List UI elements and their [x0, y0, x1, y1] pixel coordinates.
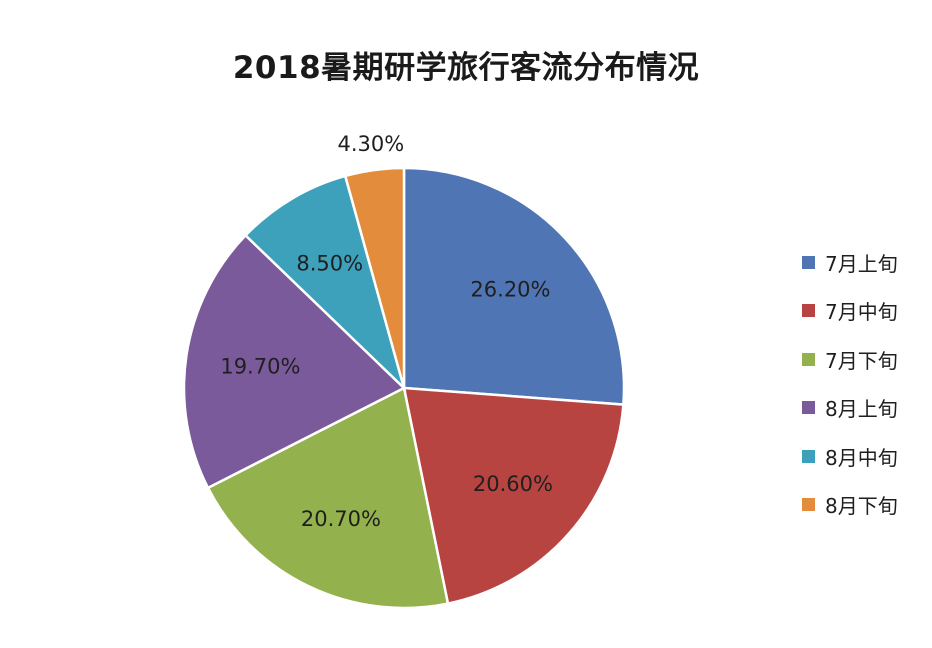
legend-item-1: 7月上旬: [802, 238, 898, 287]
legend-swatch: [802, 498, 815, 512]
legend-label: 7月下旬: [825, 348, 898, 373]
chart-legend: 7月上旬 7月中旬 7月下旬 8月上旬 8月中旬 8月下旬: [802, 238, 898, 529]
pie-slice-5: [243, 174, 407, 393]
pie-slice-4: [182, 233, 407, 490]
legend-label: 7月中旬: [825, 300, 898, 325]
slice-data-label-2: 20.60%: [473, 472, 553, 496]
legend-swatch: [802, 449, 815, 463]
legend-swatch: [802, 401, 815, 415]
pie-slice-1: [402, 166, 626, 406]
slice-data-label-1: 26.20%: [470, 277, 550, 301]
pie-slice-3: [206, 386, 450, 610]
legend-item-3: 7月下旬: [802, 335, 898, 384]
chart-title: 2018暑期研学旅行客流分布情况: [232, 50, 700, 86]
legend-swatch: [802, 304, 815, 318]
slice-data-label-4: 19.70%: [220, 355, 300, 379]
legend-item-4: 8月上旬: [802, 384, 898, 433]
legend-item-2: 7月中旬: [802, 287, 898, 336]
legend-label: 8月下旬: [825, 494, 898, 519]
legend-label: 8月中旬: [825, 445, 898, 470]
legend-label: 7月上旬: [825, 251, 898, 276]
slice-data-label-3: 20.70%: [301, 507, 381, 531]
legend-item-6: 8月下旬: [802, 481, 898, 530]
slice-data-label-5: 8.50%: [296, 251, 363, 275]
legend-swatch: [802, 255, 815, 269]
legend-item-5: 8月中旬: [802, 432, 898, 481]
pie-slice-6: [343, 166, 406, 389]
legend-label: 8月上旬: [825, 397, 898, 422]
slice-data-label-6: 4.30%: [338, 132, 405, 156]
legend-swatch: [802, 352, 815, 366]
pie-slice-2: [402, 386, 625, 606]
